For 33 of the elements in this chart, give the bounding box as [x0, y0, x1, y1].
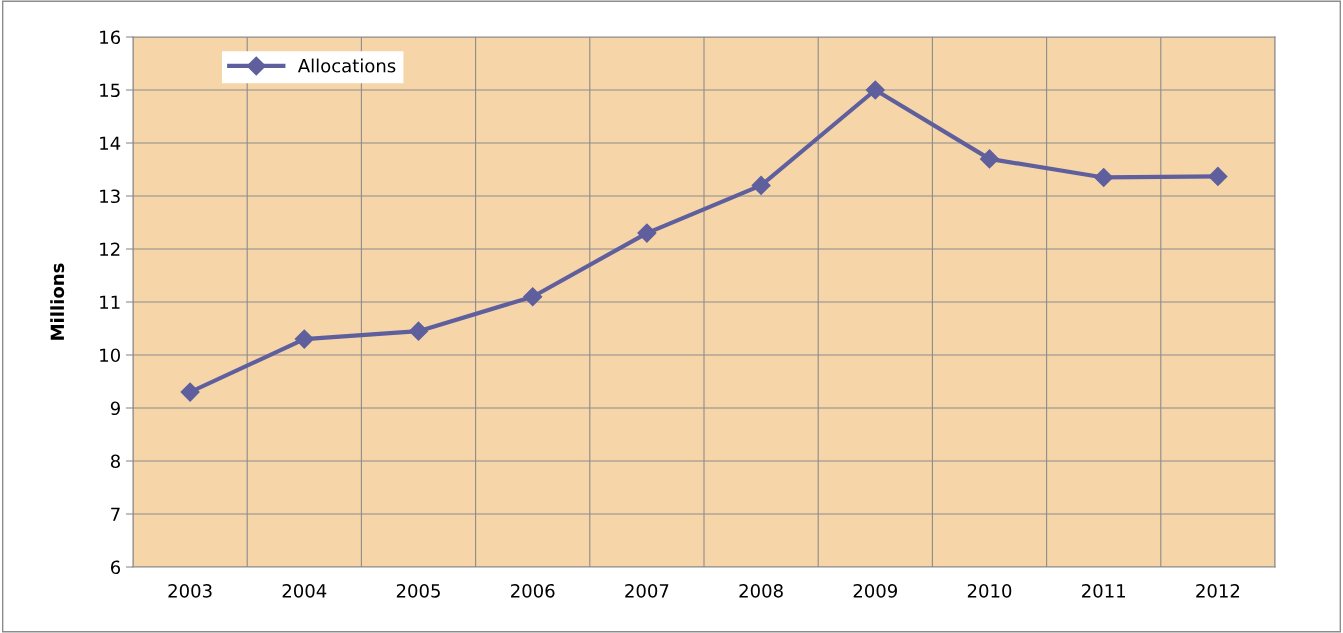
x-tick-label: 2003	[168, 583, 212, 598]
y-tick-label: 15	[100, 83, 120, 98]
y-tick-label: 14	[100, 136, 121, 150]
y-tick-label: 11	[100, 295, 120, 309]
point	[1208, 166, 1228, 186]
point	[979, 149, 1000, 169]
y-tick-label: 10	[100, 348, 120, 363]
y-tick-label: 16	[100, 30, 121, 45]
x-tick-label: 2011	[1082, 583, 1126, 598]
y-tick-label: 6	[110, 560, 121, 575]
y-tick-label: 12	[100, 242, 120, 256]
y-tick-label: 7	[111, 507, 120, 521]
point	[294, 329, 314, 349]
point	[1094, 167, 1114, 187]
x-tick-label: 2009	[853, 583, 898, 598]
legend-label: Allocations	[297, 58, 396, 73]
x-tick-label: 2006	[511, 583, 555, 598]
y-axis-title: Millions	[50, 263, 65, 340]
x-tick-label: 2004	[282, 583, 327, 598]
x-tick-label: 2005	[396, 583, 440, 598]
point	[751, 175, 771, 195]
x-tick-label: 2007	[625, 583, 669, 598]
x-tick-label: 2012	[1196, 583, 1240, 598]
point	[408, 321, 429, 341]
point	[637, 223, 657, 243]
point	[865, 80, 885, 100]
point	[180, 382, 200, 402]
point	[523, 287, 543, 307]
y-tick-label: 9	[110, 401, 120, 416]
y-tick-label: 13	[100, 189, 120, 204]
y-tick-label: 8	[110, 454, 120, 469]
x-tick-label: 2008	[739, 583, 783, 598]
x-tick-label: 2010	[967, 583, 1012, 598]
